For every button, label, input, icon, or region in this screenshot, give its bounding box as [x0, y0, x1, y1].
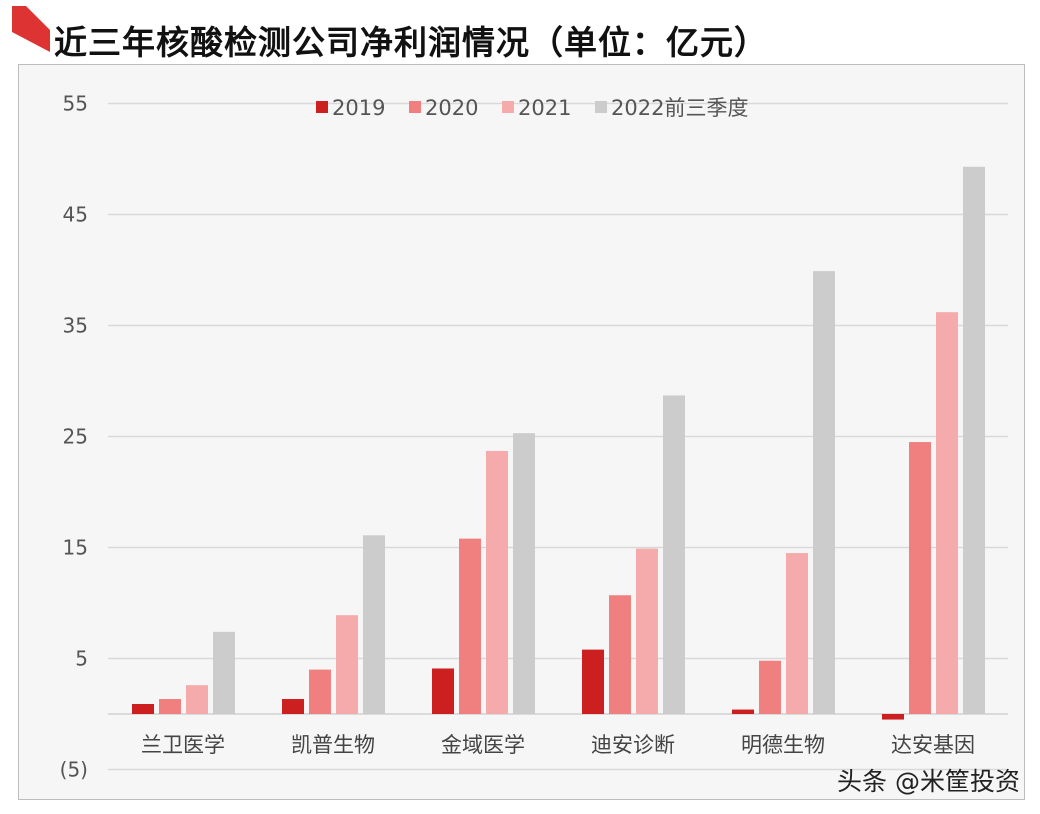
bar-2019-达安基因 [882, 714, 904, 720]
x-category-label: 金域医学 [441, 733, 525, 757]
bar-2021-明德生物 [786, 553, 808, 714]
y-tick-label: 35 [63, 314, 88, 338]
x-category-label: 凯普生物 [291, 733, 375, 757]
y-tick-label: 55 [63, 92, 88, 116]
bar-2021-金域医学 [486, 450, 508, 714]
chart-title: 近三年核酸检测公司净利润情况（单位：亿元） [54, 23, 768, 62]
bar-2022前三季度-凯普生物 [363, 535, 385, 714]
bar-2021-兰卫医学 [186, 685, 208, 714]
bar-2021-达安基因 [936, 312, 958, 714]
legend-label: 2019 [332, 96, 385, 120]
bar-2020-达安基因 [909, 442, 931, 714]
bar-2019-凯普生物 [282, 699, 304, 714]
y-tick-label: (5) [60, 758, 88, 782]
legend-label: 2020 [425, 96, 478, 120]
y-tick-label: 25 [63, 425, 88, 449]
bar-2020-金域医学 [459, 538, 481, 714]
legend-label: 2021 [518, 96, 571, 120]
bar-2021-迪安诊断 [636, 548, 658, 714]
y-tick-label: 45 [63, 203, 88, 227]
bar-2019-兰卫医学 [132, 704, 154, 714]
bar-2019-明德生物 [732, 709, 754, 714]
legend-label: 2022前三季度 [611, 96, 748, 120]
legend-swatch [409, 101, 421, 113]
y-tick-label: 15 [63, 536, 88, 560]
bar-2022前三季度-金域医学 [513, 433, 535, 714]
legend-swatch [502, 101, 514, 113]
bar-2019-迪安诊断 [582, 649, 604, 714]
bar-2022前三季度-迪安诊断 [663, 395, 685, 714]
bar-2022前三季度-明德生物 [813, 271, 835, 714]
x-category-label: 兰卫医学 [141, 733, 225, 757]
legend-swatch [595, 101, 607, 113]
watermark: 头条 @米筐投资 [837, 767, 1020, 796]
x-category-label: 达安基因 [891, 733, 975, 757]
bar-2020-兰卫医学 [159, 699, 181, 714]
title-accent-icon [12, 6, 50, 52]
bar-2022前三季度-达安基因 [963, 166, 985, 714]
bar-2020-明德生物 [759, 660, 781, 714]
y-tick-label: 5 [75, 647, 88, 671]
bar-2019-金域医学 [432, 668, 454, 714]
bar-2020-迪安诊断 [609, 595, 631, 714]
x-category-label: 明德生物 [741, 733, 825, 757]
legend-swatch [316, 101, 328, 113]
bar-2020-凯普生物 [309, 669, 331, 714]
x-category-label: 迪安诊断 [591, 733, 675, 757]
bar-2022前三季度-兰卫医学 [213, 631, 235, 714]
bar-2021-凯普生物 [336, 615, 358, 714]
